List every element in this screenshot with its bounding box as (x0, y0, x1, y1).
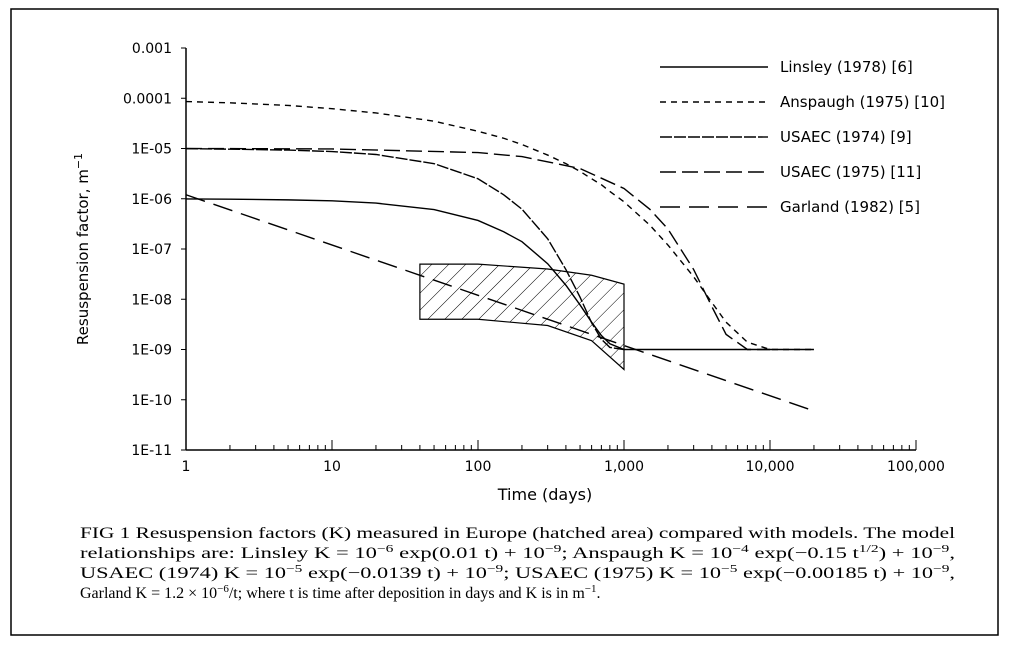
caption-text: , (949, 545, 955, 562)
caption-text: exp(−0.15 t (749, 545, 860, 562)
y-tick-label: 1E-07 (131, 242, 172, 258)
caption-sup: −5 (721, 563, 738, 575)
x-tick-label: 10,000 (746, 459, 795, 475)
x-axis-label: Time (days) (497, 485, 593, 504)
caption-text: , (949, 565, 955, 582)
y-axis-label-part: Resuspension factor, m (74, 169, 92, 345)
caption-text: ) + 10 (879, 545, 933, 562)
legend-label: USAEC (1974) [9] (780, 128, 912, 146)
caption-text: FIG 1 Resuspension factors (K) measured … (80, 525, 956, 542)
caption-sup: −5 (286, 563, 303, 575)
y-axis-label-sup: −1 (72, 153, 85, 169)
series-line (185, 194, 815, 412)
x-tick-label: 1,000 (604, 459, 644, 475)
caption-sup: −1 (585, 583, 597, 595)
caption-line: Garland K = 1.2 × 10−6/t; where t is tim… (80, 583, 601, 602)
caption-sup: −6 (377, 543, 394, 555)
y-axis-label: Resuspension factor, m−1 (72, 153, 92, 345)
caption-sup: −6 (217, 583, 229, 595)
caption-line: FIG 1 Resuspension factors (K) measured … (80, 525, 956, 542)
y-tick-label: 1E-10 (131, 393, 172, 409)
caption-sup: −9 (933, 563, 950, 575)
series-line (185, 100, 814, 351)
caption-sup: −9 (933, 543, 950, 555)
y-tick-label: 1E-06 (131, 192, 172, 208)
caption-sup: 1/2 (859, 543, 879, 555)
series-line (185, 198, 814, 351)
series-line (185, 147, 770, 351)
caption-text: exp(−0.0139 t) + 10 (302, 565, 486, 582)
x-tick-label: 100,000 (887, 459, 945, 475)
caption-text: ; Anspaugh K = 10 (561, 545, 732, 562)
caption-text: . (597, 585, 601, 602)
caption-text: USAEC (1974) K = 10 (80, 565, 286, 582)
x-tick-label: 1 (182, 459, 191, 475)
legend-label: Garland (1982) [5] (780, 198, 920, 216)
legend-label: Anspaugh (1975) [10] (780, 93, 945, 111)
caption-sup: −9 (487, 563, 504, 575)
caption-text: relationships are: Linsley K = 10 (80, 545, 377, 562)
caption-line: relationships are: Linsley K = 10 −6 exp(… (80, 543, 955, 562)
caption-text: ; USAEC (1975) K = 10 (503, 565, 721, 582)
y-tick-label: 0.001 (132, 41, 172, 57)
caption-text: exp(0.01 t) + 10 (393, 545, 544, 562)
legend-label: USAEC (1975) [11] (780, 163, 921, 181)
y-tick-label: 0.0001 (123, 91, 172, 107)
frame (10, 8, 999, 636)
caption-text: Garland K = 1.2 × 10 (80, 585, 217, 602)
y-tick-label: 1E-11 (131, 443, 172, 459)
y-tick-label: 1E-08 (131, 292, 172, 308)
series-line (185, 148, 625, 351)
measured-area (419, 263, 625, 371)
y-tick-label: 1E-09 (131, 343, 172, 359)
x-tick-label: 10 (323, 459, 341, 475)
caption-sup: −4 (732, 543, 749, 555)
caption-sup: −9 (545, 543, 562, 555)
y-tick-label: 1E-05 (131, 142, 172, 158)
caption-line: USAEC (1974) K = 10 −5 exp(−0.0139 t) + 1… (80, 563, 955, 582)
caption-text: exp(−0.00185 t) + 10 (737, 565, 933, 582)
legend-label: Linsley (1978) [6] (780, 58, 913, 76)
x-tick-label: 100 (465, 459, 492, 475)
caption-text: /t; where t is time after deposition in … (229, 585, 585, 602)
